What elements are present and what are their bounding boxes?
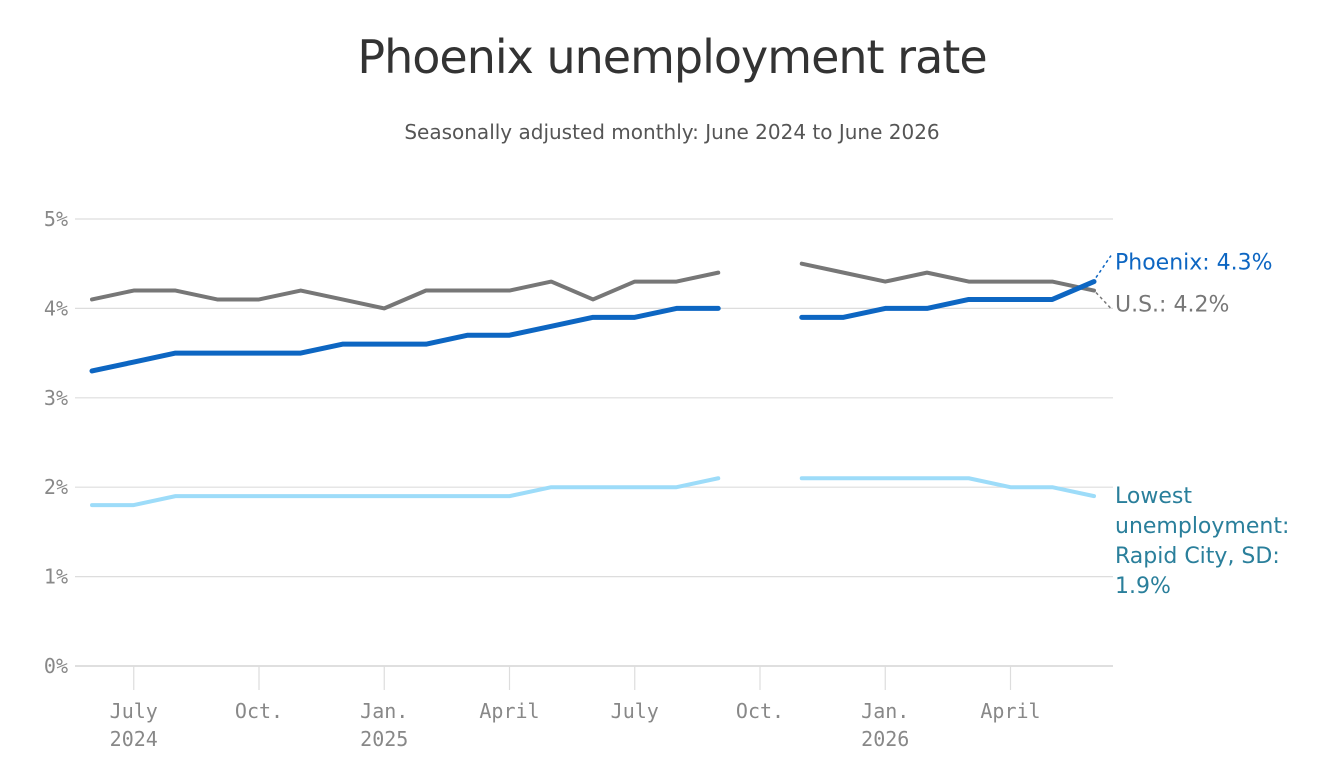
lowest-end-label-line: unemployment:	[1115, 514, 1289, 539]
x-tick-year-label: 2025	[360, 727, 408, 751]
us-series-line	[799, 261, 1096, 293]
x-tick-label: Oct.	[736, 699, 784, 723]
lowest-end-label-line: Lowest	[1115, 484, 1192, 509]
y-tick-label: 5%	[44, 207, 68, 231]
us-label-leader	[1095, 292, 1112, 310]
lowest-series-line	[799, 476, 1096, 499]
series-labels: Phoenix: 4.3% U.S.: 4.2% Lowest unemploymen…	[1095, 251, 1289, 599]
chart-title: Phoenix unemployment rate	[357, 30, 987, 84]
lowest-series-line	[90, 476, 721, 508]
us-end-label: U.S.: 4.2%	[1115, 293, 1229, 318]
phoenix-end-label: Phoenix: 4.3%	[1115, 251, 1273, 276]
y-tick-label: 3%	[44, 386, 68, 410]
x-tick-label: Oct.	[235, 699, 283, 723]
x-tick-label: April	[980, 699, 1040, 723]
phoenix-series-line	[799, 279, 1097, 320]
series-lines	[89, 261, 1097, 508]
y-tick-label: 1%	[44, 565, 68, 589]
x-tick-label: July	[611, 699, 659, 723]
x-tick-label: Jan.	[360, 699, 408, 723]
us-series-line	[90, 270, 721, 311]
y-tick-label: 2%	[44, 475, 68, 499]
x-tick-label: Jan.	[861, 699, 909, 723]
gridlines: 0% 1% 2% 3% 4% 5%	[44, 207, 1113, 678]
y-tick-label: 0%	[44, 654, 68, 678]
lowest-end-label-line: 1.9%	[1115, 574, 1171, 599]
x-tick-label: July	[110, 699, 158, 723]
phoenix-label-leader	[1095, 255, 1112, 279]
phoenix-series-line	[89, 305, 721, 374]
x-tick-year-label: 2024	[110, 727, 158, 751]
y-tick-label: 4%	[44, 296, 68, 320]
x-tick-year-label: 2026	[861, 727, 909, 751]
x-axis: July 2024 Oct. Jan. 2025 April July Oct. Jan. 202…	[110, 666, 1041, 751]
x-tick-label: April	[479, 699, 539, 723]
chart-subtitle: Seasonally adjusted monthly: June 2024 t…	[404, 120, 940, 144]
lowest-end-label-line: Rapid City, SD:	[1115, 544, 1280, 569]
